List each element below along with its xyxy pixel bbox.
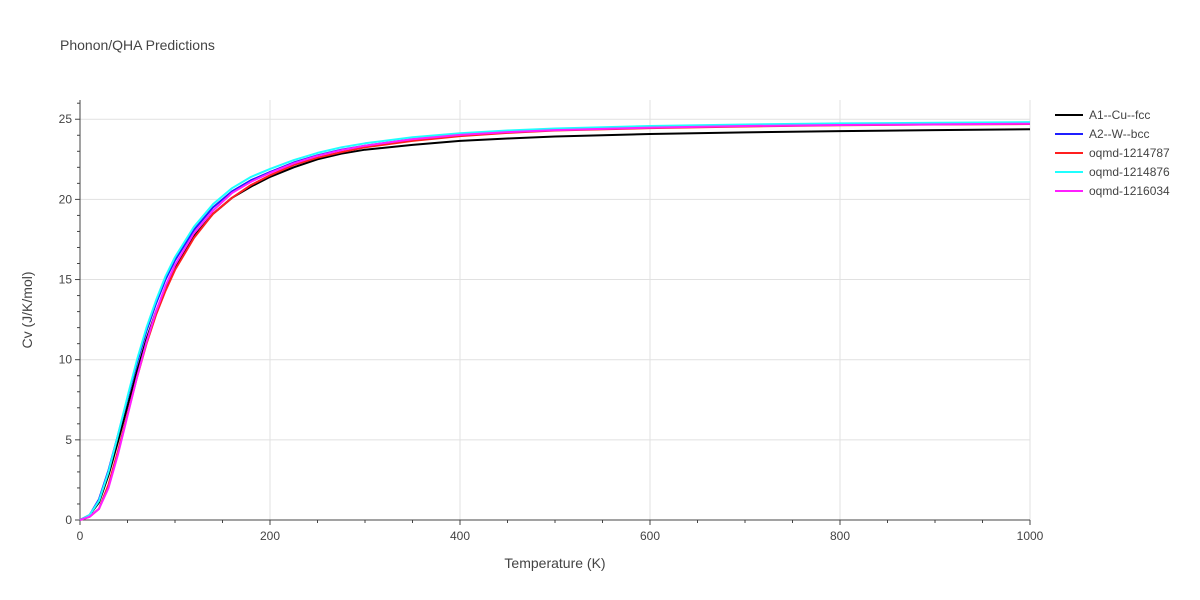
legend-item[interactable]: oqmd-1214787 xyxy=(1055,146,1170,160)
y-tick-label: 20 xyxy=(59,192,73,206)
x-tick-label: 600 xyxy=(640,529,660,543)
plot-lines xyxy=(79,121,1031,521)
x-axis-title: Temperature (K) xyxy=(504,555,605,571)
legend-item[interactable]: oqmd-1216034 xyxy=(1055,184,1170,198)
axes: 0 200 400 600 800 1000 0 5 10 15 20 25 xyxy=(59,100,1044,543)
x-tick-label: 0 xyxy=(77,529,84,543)
legend-label: oqmd-1214787 xyxy=(1089,146,1170,160)
series-line-3 xyxy=(79,123,1031,521)
grid xyxy=(80,100,1031,520)
legend-label: oqmd-1214876 xyxy=(1089,165,1170,179)
y-axis-title: Cv (J/K/mol) xyxy=(19,272,35,349)
chart-title: Phonon/QHA Predictions xyxy=(60,37,215,53)
y-tick-label: 5 xyxy=(65,433,72,447)
legend-item[interactable]: A2--W--bcc xyxy=(1055,127,1149,141)
legend[interactable]: A1--Cu--fcc A2--W--bcc oqmd-1214787 oqmd-12… xyxy=(1055,108,1170,198)
x-tick-label: 800 xyxy=(830,529,850,543)
series-line-2 xyxy=(79,121,1031,521)
legend-item[interactable]: A1--Cu--fcc xyxy=(1055,108,1150,122)
series-line-5 xyxy=(79,122,1031,521)
legend-label: A1--Cu--fcc xyxy=(1089,108,1150,122)
legend-label: A2--W--bcc xyxy=(1089,127,1149,141)
y-tick-label: 10 xyxy=(59,353,73,367)
x-tick-label: 200 xyxy=(260,529,280,543)
legend-item[interactable]: oqmd-1214876 xyxy=(1055,165,1170,179)
y-tick-label: 25 xyxy=(59,112,73,126)
x-tick-label: 1000 xyxy=(1017,529,1044,543)
series-line-1 xyxy=(79,128,1031,521)
y-tick-label: 15 xyxy=(59,273,73,287)
y-tick-label: 0 xyxy=(65,513,72,527)
series-line-4 xyxy=(79,121,1031,521)
legend-label: oqmd-1216034 xyxy=(1089,184,1170,198)
x-tick-label: 400 xyxy=(450,529,470,543)
